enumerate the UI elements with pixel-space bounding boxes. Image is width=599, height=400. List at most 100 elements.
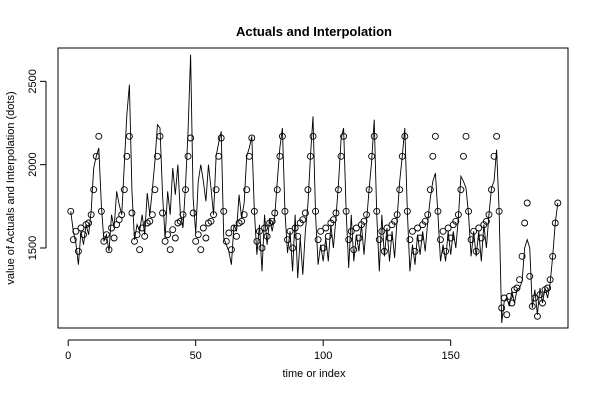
actual-point (245, 152, 253, 160)
actual-point (151, 186, 159, 194)
actual-point (207, 217, 215, 225)
actual-point (531, 294, 539, 302)
actual-point (202, 234, 210, 242)
actual-point (470, 227, 478, 235)
actual-point (271, 209, 279, 217)
actual-point (444, 224, 452, 232)
actual-point (69, 236, 77, 244)
actual-point (360, 217, 368, 225)
actual-point (477, 234, 485, 242)
actual-point (128, 209, 136, 217)
actual-point (498, 304, 506, 312)
actual-point (212, 186, 220, 194)
actual-point (233, 232, 240, 240)
actual-point (521, 219, 529, 227)
actual-point (342, 207, 350, 215)
actual-point (406, 236, 414, 244)
actual-point (322, 224, 330, 232)
actual-point (273, 186, 281, 194)
actual-point (217, 134, 225, 142)
chart-title: Actuals and Interpolation (236, 24, 392, 39)
actual-point (462, 132, 470, 140)
actual-point (179, 211, 187, 219)
actual-point (197, 246, 205, 254)
actual-point (230, 224, 238, 232)
y-axis-label: value of Actuals and Interpolation (dots… (5, 91, 17, 284)
actual-point (363, 211, 370, 219)
actual-point (77, 224, 85, 232)
actual-point (253, 237, 261, 245)
actual-point (447, 234, 455, 242)
actual-point (335, 186, 342, 194)
actual-point (314, 236, 322, 244)
actual-point (289, 244, 297, 252)
actual-point (401, 132, 409, 140)
actual-point (546, 276, 554, 284)
x-axis: 0 50 100 150 (65, 339, 460, 362)
actual-point (276, 152, 284, 160)
actual-point (210, 211, 218, 219)
actual-point (495, 207, 503, 215)
actual-point (72, 227, 80, 235)
actual-point (166, 246, 174, 254)
actual-point (309, 132, 317, 140)
actual-point (278, 132, 286, 140)
y-axis: 1500 2000 2500 (27, 69, 47, 260)
actual-point (225, 229, 233, 237)
actual-point (493, 132, 501, 140)
actual-point (383, 224, 391, 232)
actual-point (176, 217, 184, 225)
actual-point (431, 132, 439, 140)
actual-point (528, 302, 536, 310)
actual-point (424, 211, 432, 219)
actual-point (500, 294, 508, 302)
actual-point (95, 132, 103, 140)
actual-point (159, 209, 167, 217)
actual-point (294, 232, 302, 240)
x-tick-label: 0 (65, 350, 71, 362)
actual-point (215, 152, 223, 160)
actual-point (380, 247, 388, 255)
actual-point (426, 186, 434, 194)
actual-point (291, 224, 299, 232)
actual-point (452, 217, 460, 225)
actual-point (85, 219, 93, 227)
actual-point (67, 207, 75, 215)
actual-point (416, 234, 424, 242)
actual-point (332, 209, 340, 217)
actual-point (434, 207, 442, 215)
actual-point (465, 207, 472, 215)
actual-point (136, 246, 144, 254)
actual-point (304, 186, 312, 194)
actual-point (184, 152, 192, 160)
actual-point (421, 217, 429, 225)
actual-point (317, 227, 325, 235)
actual-point (454, 211, 462, 219)
actual-point (544, 284, 552, 292)
interpolation-line (70, 54, 559, 324)
actual-point (301, 209, 309, 217)
x-tick-label: 150 (442, 350, 460, 362)
actual-point (250, 207, 258, 215)
actual-point (350, 246, 358, 254)
actual-point (352, 224, 360, 232)
actual-point (439, 227, 447, 235)
actual-point (329, 216, 337, 224)
actual-point (148, 211, 156, 219)
actual-point (299, 216, 307, 224)
actual-point (373, 207, 381, 215)
actual-point (549, 252, 557, 260)
actual-point (518, 252, 526, 260)
actual-point (110, 234, 118, 242)
actual-point (161, 237, 169, 245)
x-tick-label: 50 (190, 350, 202, 362)
actual-point (189, 209, 197, 217)
actual-point (396, 186, 404, 194)
actual-point (337, 152, 345, 160)
actual-point (513, 284, 521, 292)
actual-point (240, 211, 248, 219)
x-tick-label: 100 (314, 350, 332, 362)
actual-point (97, 207, 105, 215)
actual-point (554, 199, 562, 207)
actual-point (100, 237, 108, 245)
